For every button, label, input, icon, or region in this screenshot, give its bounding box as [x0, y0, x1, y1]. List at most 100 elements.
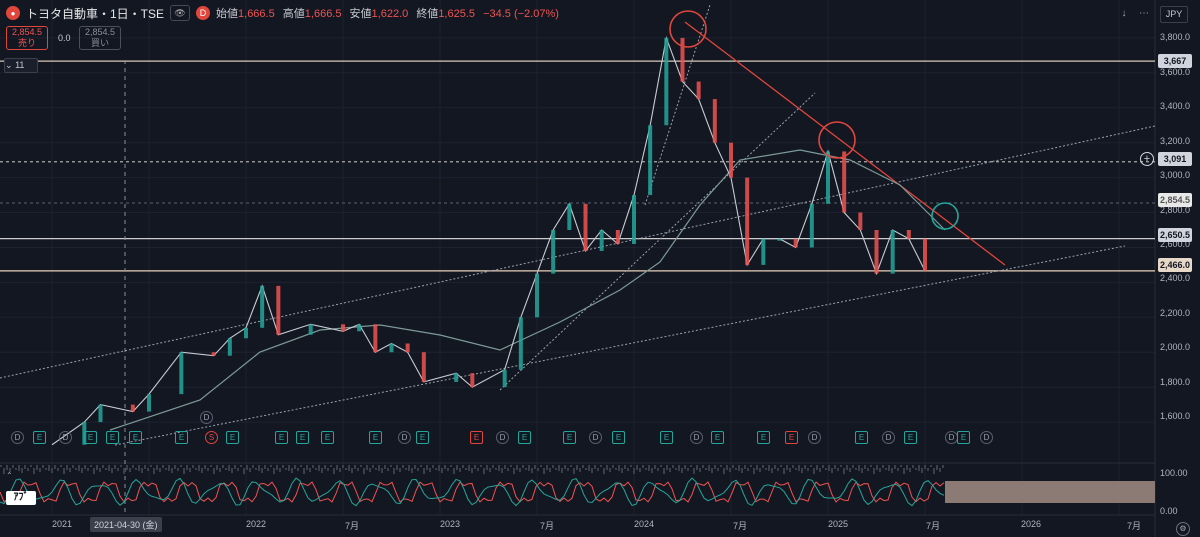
volume-bar	[468, 465, 470, 471]
volume-bar	[453, 468, 455, 474]
volume-bar	[645, 468, 647, 470]
event-marker-e[interactable]: E	[957, 431, 970, 444]
volume-bar	[699, 468, 701, 472]
volume-bar	[552, 465, 554, 468]
volume-bar	[807, 468, 809, 471]
event-marker-e[interactable]: E	[904, 431, 917, 444]
event-marker-e[interactable]: E	[106, 431, 119, 444]
volume-bar	[819, 468, 821, 472]
volume-bar	[81, 468, 83, 473]
volume-bar	[759, 468, 761, 472]
volume-bar	[747, 468, 749, 471]
buy-button[interactable]: 2,854.5 買い	[79, 26, 121, 50]
volume-bar	[912, 465, 914, 468]
event-marker-e[interactable]: E	[660, 431, 673, 444]
event-marker-e[interactable]: E	[369, 431, 382, 444]
volume-bar	[525, 468, 527, 470]
volume-bar	[456, 465, 458, 470]
chevron-up-icon[interactable]: ⌃	[6, 471, 13, 480]
event-marker-e[interactable]: E	[711, 431, 724, 444]
arrow-down-icon[interactable]: ↓	[1121, 8, 1127, 19]
volume-bar	[924, 465, 926, 469]
event-marker-d[interactable]: D	[589, 431, 602, 444]
event-marker-e[interactable]: E	[226, 431, 239, 444]
volume-bar	[9, 468, 11, 472]
channel-upper-trendline	[0, 125, 1156, 379]
volume-bar	[867, 468, 869, 471]
event-marker-d[interactable]: D	[980, 431, 993, 444]
volume-bar	[324, 465, 326, 469]
event-marker-d[interactable]: D	[808, 431, 821, 444]
price-candle	[470, 373, 475, 388]
volume-bar	[516, 465, 518, 470]
price-candle	[147, 394, 151, 412]
volume-bar	[894, 465, 896, 469]
price-candle	[793, 238, 798, 248]
indicator-collapse-button[interactable]: ⌄ 11	[4, 58, 38, 73]
volume-bar	[543, 468, 545, 474]
event-marker-e[interactable]: E	[757, 431, 770, 444]
event-marker-s[interactable]: S	[205, 431, 218, 444]
event-marker-d[interactable]: D	[882, 431, 895, 444]
event-marker-d[interactable]: D	[11, 431, 24, 444]
event-marker-e[interactable]: E	[855, 431, 868, 444]
event-marker-e[interactable]: E	[785, 431, 798, 444]
y-tick: 3,600.0	[1160, 67, 1191, 77]
event-marker-e[interactable]: E	[470, 431, 483, 444]
volume-bar	[501, 468, 503, 473]
event-marker-e[interactable]: E	[84, 431, 97, 444]
currency-label[interactable]: JPY	[1160, 6, 1188, 23]
event-marker-e[interactable]: E	[416, 431, 429, 444]
volume-bar	[93, 468, 95, 474]
volume-bar	[642, 465, 644, 468]
event-marker-e[interactable]: E	[129, 431, 142, 444]
more-icon[interactable]: ⋯	[1139, 8, 1149, 19]
price-candle	[308, 324, 313, 335]
event-marker-e[interactable]: E	[321, 431, 334, 444]
event-marker-e[interactable]: E	[175, 431, 188, 444]
volume-bar	[330, 465, 332, 467]
volume-bar	[873, 468, 875, 474]
eye-icon[interactable]: 👁	[170, 5, 191, 21]
volume-bar	[45, 468, 47, 470]
x-tick: 7月	[345, 521, 360, 531]
sell-button[interactable]: 2,854.5 売り	[6, 26, 48, 50]
volume-bar	[117, 468, 119, 471]
volume-bar	[159, 468, 161, 472]
event-marker-d[interactable]: D	[690, 431, 703, 444]
volume-bar	[135, 468, 137, 470]
volume-bar	[339, 468, 341, 472]
event-marker-e[interactable]: E	[296, 431, 309, 444]
steep-trendline	[644, 4, 711, 206]
volume-bar	[252, 465, 254, 468]
dividend-badge[interactable]: D	[196, 6, 211, 20]
event-marker-d[interactable]: D	[496, 431, 509, 444]
level-tag-2466: 2,466.0	[1158, 258, 1192, 272]
event-marker-e[interactable]: E	[33, 431, 46, 444]
volume-bar	[450, 465, 452, 467]
event-marker-e[interactable]: E	[275, 431, 288, 444]
event-marker-e[interactable]: E	[518, 431, 531, 444]
volume-bar	[150, 465, 152, 467]
volume-bar	[12, 465, 14, 468]
volume-bar	[633, 468, 635, 474]
y-tick: 3,200.0	[1160, 136, 1191, 146]
symbol-title[interactable]: トヨタ自動車・1日・TSE	[26, 6, 165, 21]
volume-bar	[861, 468, 863, 473]
volume-bar	[297, 468, 299, 471]
event-marker-e[interactable]: E	[563, 431, 576, 444]
event-marker-d[interactable]: D	[59, 431, 72, 444]
event-marker-d[interactable]: D	[200, 411, 213, 424]
volume-bar	[225, 468, 227, 470]
settings-icon[interactable]: ⚙	[1176, 522, 1190, 536]
volume-bar	[360, 465, 362, 467]
volume-bar	[798, 465, 800, 471]
event-marker-e[interactable]: E	[612, 431, 625, 444]
volume-bar	[441, 468, 443, 473]
volume-bar	[741, 468, 743, 473]
plus-icon[interactable]: +	[1140, 152, 1154, 166]
volume-bar	[933, 468, 935, 474]
event-marker-d[interactable]: D	[398, 431, 411, 444]
price-candle	[502, 369, 507, 388]
